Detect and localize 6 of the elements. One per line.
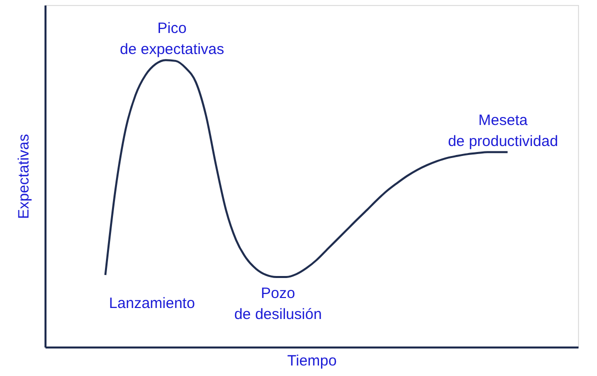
text: Pico de expectativas	[120, 20, 224, 58]
annotation: Pozo de desilusión	[234, 285, 322, 323]
y-axis-title: Expectativas	[16, 134, 32, 220]
annotation: Meseta de productividad	[448, 112, 558, 150]
annotation: Lanzamiento	[109, 295, 195, 312]
x-axis-title: Tiempo	[287, 352, 337, 370]
